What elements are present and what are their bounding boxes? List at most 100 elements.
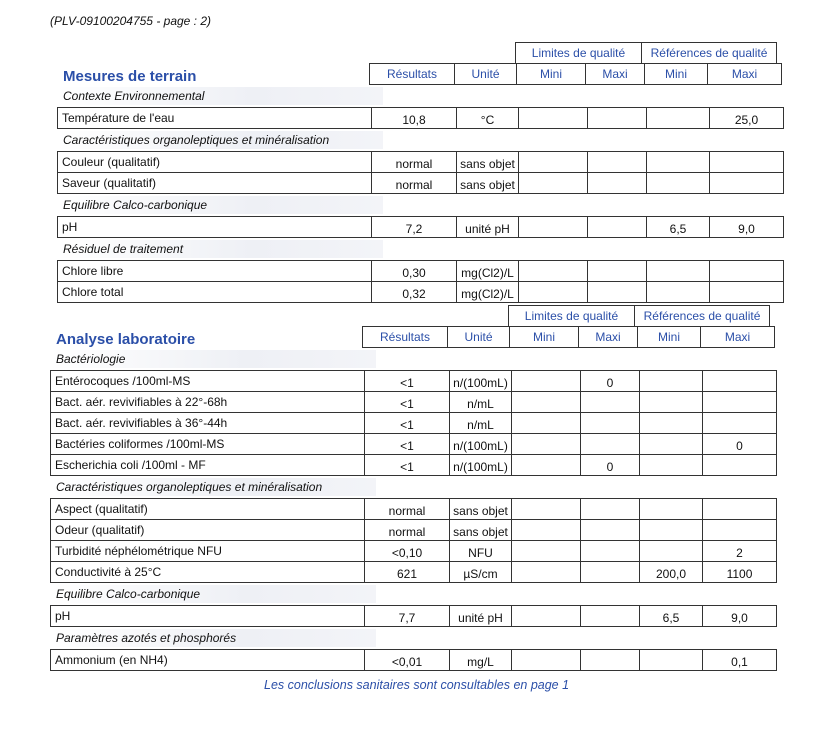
cell-value <box>702 499 776 519</box>
category-label: Equilibre Calco-carbonique <box>50 585 376 603</box>
cell-value <box>709 173 783 193</box>
parameter-name: Chlore total <box>62 285 124 299</box>
cell-value: <1 <box>364 455 449 475</box>
cell-value: n/(100mL) <box>449 371 511 391</box>
cell-value: mg(Cl2)/L <box>456 282 518 302</box>
cell-value <box>709 261 783 281</box>
cell-value: 10,8 <box>371 108 456 128</box>
column-group-header: Limites de qualité Références de qualité <box>57 42 784 63</box>
cell-value <box>511 434 580 454</box>
references-group: Références de qualité <box>641 42 777 63</box>
table-row: Escherichia coli /100ml - MF <1 n/(100mL) 0 <box>50 454 777 476</box>
header-maxi: Maxi <box>585 63 645 85</box>
table-row: Odeur (qualitatif) normal sans objet <box>50 519 777 541</box>
column-header: Mesures de terrain Résultats Unité Mini Maxi… <box>57 63 784 85</box>
cell-value: normal <box>371 152 456 172</box>
cell-value <box>518 261 587 281</box>
cell-value <box>511 371 580 391</box>
table-row: Ammonium (en NH4) <0,01 mg/L 0,1 <box>50 649 777 671</box>
cell-value: 9,0 <box>702 606 776 626</box>
table-row: Conductivité à 25°C 621 µS/cm 200,0 1100 <box>50 561 777 583</box>
category-rows: Couleur (qualitatif) normal sans objet Save… <box>57 151 784 194</box>
footer-note: Les conclusions sanitaires sont consulta… <box>264 678 570 692</box>
section-title: Mesures de terrain <box>63 68 197 85</box>
cell-value <box>702 392 776 412</box>
table-row: Bact. aér. revivifiables à 36°-44h <1 n/mL <box>50 412 777 434</box>
cell-value <box>639 413 702 433</box>
table-row: Turbidité néphélométrique NFU <0,10 NFU 2 <box>50 540 777 562</box>
cell-value <box>518 152 587 172</box>
cell-value: sans objet <box>449 520 511 540</box>
cell-value <box>639 499 702 519</box>
cell-value <box>580 499 639 519</box>
cell-value: normal <box>371 173 456 193</box>
cell-value: 7,7 <box>364 606 449 626</box>
cell-value: 621 <box>364 562 449 582</box>
category-rows: Chlore libre 0,30 mg(Cl2)/L Chlore total 0,3… <box>57 260 784 303</box>
table-row: Aspect (qualitatif) normal sans objet <box>50 498 777 520</box>
cell-value <box>518 173 587 193</box>
cell-value <box>709 282 783 302</box>
cell-value <box>511 541 580 561</box>
report-reference: (PLV-09100204755 - page : 2) <box>50 14 212 28</box>
header-mini: Mini <box>509 326 579 348</box>
cell-value <box>511 455 580 475</box>
parameter-name: Bactéries coliformes /100ml-MS <box>55 437 225 451</box>
category-label: Résiduel de traitement <box>57 240 383 258</box>
cell-value: 0 <box>702 434 776 454</box>
category-rows: pH 7,7 unité pH 6,5 9,0 <box>50 605 777 627</box>
cell-value <box>580 520 639 540</box>
table-row: Température de l'eau 10,8 °C 25,0 <box>57 107 784 129</box>
limits-group: Limites de qualité <box>508 305 635 326</box>
cell-value <box>580 392 639 412</box>
cell-value: 200,0 <box>639 562 702 582</box>
cell-value <box>511 562 580 582</box>
parameter-name: Couleur (qualitatif) <box>62 155 161 169</box>
cell-value: 2 <box>702 541 776 561</box>
cell-value <box>587 282 646 302</box>
table-row: pH 7,2 unité pH 6,5 9,0 <box>57 216 784 238</box>
parameter-name: pH <box>62 220 78 234</box>
parameter-name: Conductivité à 25°C <box>55 565 162 579</box>
cell-value: <1 <box>364 371 449 391</box>
cell-value <box>587 108 646 128</box>
cell-value <box>646 261 709 281</box>
category-rows: Température de l'eau 10,8 °C 25,0 <box>57 107 784 129</box>
cell-value <box>580 606 639 626</box>
table-row: Bactéries coliformes /100ml-MS <1 n/(100mL… <box>50 433 777 455</box>
parameter-name: Bact. aér. revivifiables à 22°-68h <box>55 395 228 409</box>
parameter-name: Ammonium (en NH4) <box>55 653 168 667</box>
cell-value: <0,01 <box>364 650 449 670</box>
cell-value <box>511 392 580 412</box>
cell-value <box>518 282 587 302</box>
references-group: Références de qualité <box>634 305 770 326</box>
cell-value <box>511 520 580 540</box>
parameter-name: pH <box>55 609 71 623</box>
cell-value <box>646 282 709 302</box>
cell-value <box>511 499 580 519</box>
cell-value: <1 <box>364 434 449 454</box>
cell-value: 0 <box>580 371 639 391</box>
cell-value <box>518 217 587 237</box>
cell-value <box>580 541 639 561</box>
cell-value <box>511 606 580 626</box>
cell-value <box>580 562 639 582</box>
cell-value: n/mL <box>449 413 511 433</box>
cell-value: 0,1 <box>702 650 776 670</box>
cell-value: sans objet <box>456 152 518 172</box>
table-row: Chlore libre 0,30 mg(Cl2)/L <box>57 260 784 282</box>
cell-value: normal <box>364 520 449 540</box>
cell-value <box>639 371 702 391</box>
cell-value <box>646 173 709 193</box>
table-row: Bact. aér. revivifiables à 22°-68h <1 n/mL <box>50 391 777 413</box>
cell-value <box>587 152 646 172</box>
table-row: Entérocoques /100ml-MS <1 n/(100mL) 0 <box>50 370 777 392</box>
header-maxi: Maxi <box>578 326 638 348</box>
cell-value: NFU <box>449 541 511 561</box>
cell-value <box>702 455 776 475</box>
spacer <box>50 305 508 326</box>
cell-value <box>639 520 702 540</box>
cell-value: 9,0 <box>709 217 783 237</box>
limits-group: Limites de qualité <box>515 42 642 63</box>
header-maxi: Maxi <box>700 326 775 348</box>
